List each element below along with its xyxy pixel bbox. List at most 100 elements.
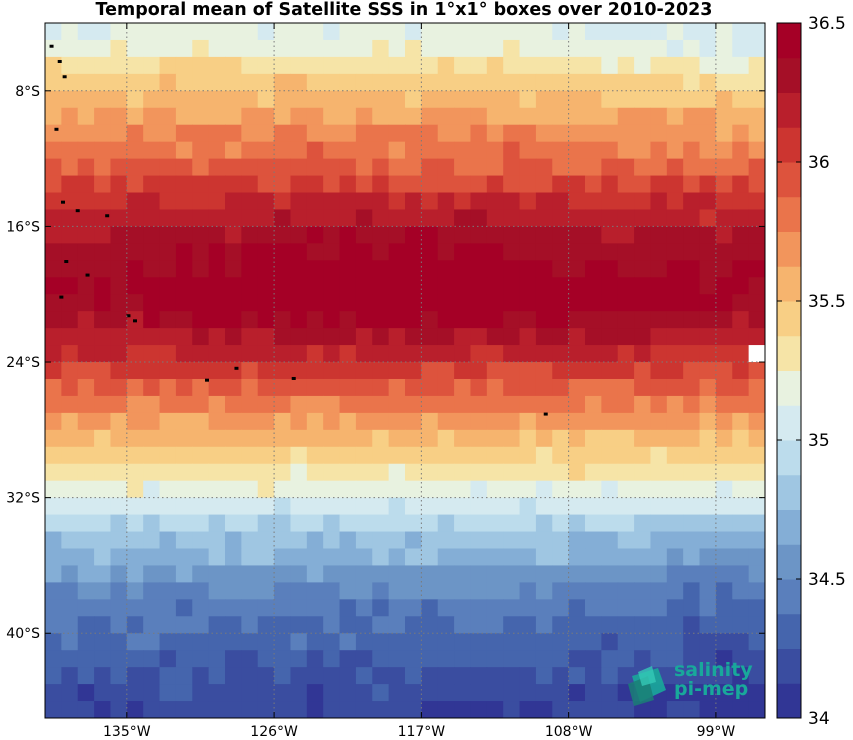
grid-cell [61, 497, 79, 516]
colorbar-segment [777, 196, 801, 232]
grid-cell [175, 124, 193, 143]
grid-cell [192, 277, 210, 295]
grid-cell [110, 497, 128, 516]
grid-cell [175, 56, 193, 75]
grid-cell [175, 701, 193, 719]
grid-cell [306, 395, 324, 414]
grid-cell [421, 311, 439, 329]
grid-cell [339, 429, 357, 448]
grid-cell [290, 141, 308, 160]
grid-cell [535, 412, 553, 431]
grid-cell [421, 226, 439, 244]
grid-cell [77, 158, 95, 177]
grid-cell [159, 141, 177, 160]
grid-cell [552, 39, 570, 58]
grid-cell [470, 23, 488, 41]
grid-cell [454, 480, 471, 499]
grid-cell [421, 463, 439, 482]
grid-cell [437, 124, 455, 143]
grid-cell [241, 90, 259, 109]
grid-cell [437, 667, 455, 685]
grid-cell [339, 616, 357, 634]
grid-cell [732, 616, 750, 634]
grid-cell [748, 684, 766, 702]
grid-cell [45, 311, 62, 329]
grid-cell [634, 701, 651, 719]
grid-cell [192, 582, 210, 600]
grid-cell [715, 141, 733, 160]
grid-cell [77, 599, 95, 617]
grid-cell [699, 548, 717, 566]
grid-cell [552, 243, 570, 261]
grid-cell [421, 548, 439, 566]
grid-cell [405, 701, 422, 719]
grid-cell [77, 480, 95, 499]
grid-cell [306, 463, 324, 482]
grid-cell [143, 124, 161, 143]
grid-cell [699, 294, 717, 312]
grid-cell [355, 294, 373, 312]
grid-cell [61, 277, 79, 295]
grid-cell [208, 701, 226, 719]
grid-cell [388, 429, 406, 448]
grid-cell [225, 701, 242, 719]
grid-cell [159, 548, 177, 566]
grid-cell [61, 294, 79, 312]
grid-cell [421, 243, 439, 261]
grid-cell [634, 650, 651, 668]
grid-cell [715, 378, 733, 397]
grid-cell [257, 446, 275, 465]
grid-cell [77, 378, 95, 397]
grid-cell [568, 90, 586, 109]
grid-cell [45, 294, 62, 312]
grid-cell [339, 345, 357, 363]
grid-cell [208, 39, 226, 58]
grid-cell [77, 311, 95, 329]
grid-cell [535, 73, 553, 92]
grid-cell [421, 616, 439, 634]
island [75, 209, 80, 213]
grid-cell [519, 141, 537, 160]
grid-cell [601, 73, 619, 92]
grid-cell [143, 175, 161, 194]
grid-cell [192, 514, 210, 533]
grid-cell [94, 56, 111, 75]
grid-cell [77, 514, 95, 533]
grid-cell [241, 446, 259, 465]
grid-cell [405, 209, 422, 227]
grid-cell [45, 243, 62, 261]
grid-cell [306, 531, 324, 549]
grid-cell [519, 209, 537, 227]
grid-cell [715, 395, 733, 414]
grid-cell [355, 56, 373, 75]
grid-cell [486, 90, 504, 109]
grid-cell [241, 277, 259, 295]
grid-cell [241, 531, 259, 549]
grid-cell [650, 294, 668, 312]
grid-cell [683, 599, 701, 617]
grid-cell [454, 141, 471, 160]
grid-cell [274, 294, 291, 312]
grid-cell [192, 565, 210, 583]
grid-cell [208, 565, 226, 583]
grid-cell [470, 56, 488, 75]
grid-cell [617, 175, 635, 194]
grid-cell [175, 362, 193, 380]
grid-cell [519, 497, 537, 516]
grid-cell [77, 684, 95, 702]
grid-cell [290, 56, 308, 75]
grid-cell [470, 73, 488, 92]
grid-cell [732, 429, 750, 448]
grid-cell [77, 56, 95, 75]
grid-cell [355, 599, 373, 617]
grid-cell [306, 175, 324, 194]
grid-cell [323, 39, 341, 58]
grid-cell [175, 209, 193, 227]
grid-cell [617, 701, 635, 719]
grid-cell [732, 446, 750, 465]
grid-cell [45, 565, 62, 583]
grid-cell [552, 412, 570, 431]
grid-cell [45, 345, 62, 363]
grid-cell [339, 395, 357, 414]
grid-cell [617, 328, 635, 346]
